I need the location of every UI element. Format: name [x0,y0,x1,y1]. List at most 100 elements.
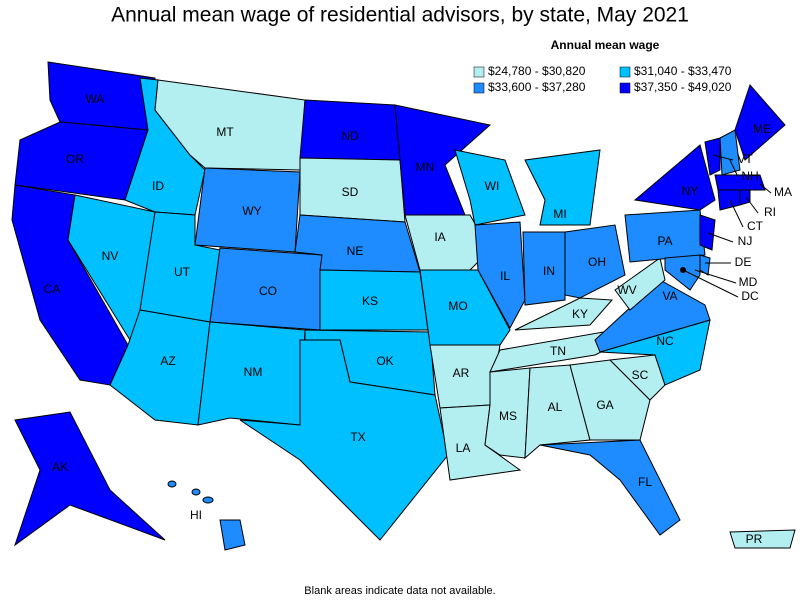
leader-line [745,196,759,214]
footnote: Blank areas indicate data not available. [304,585,495,597]
state-label: NJ [738,234,753,248]
state [219,519,246,551]
state-label: OR [66,152,84,166]
legend-swatch [473,82,485,94]
state-label: ID [152,179,164,193]
state-label: NV [102,249,119,263]
state [564,224,626,299]
state [717,189,741,211]
state-label: MD [739,275,758,289]
state-label: IN [543,264,555,278]
state-label: DE [735,255,752,269]
state-label: FL [638,475,652,489]
state-label: PA [657,234,672,248]
state-label: MT [216,125,234,139]
state-label: NE [347,244,364,258]
state [734,84,786,161]
state-label: CO [259,284,277,298]
state-label: NC [656,334,674,348]
state [454,149,526,226]
state-label: WA [86,92,105,106]
state [14,411,166,547]
state-label: AL [548,400,563,414]
state [633,144,716,211]
state-label: VA [662,289,677,303]
labels: WA OR CA NV ID MT WY UT AZ CO NM ND SD NE KS OK TX MN IA MO… [44,92,792,546]
state-label: MI [553,207,566,221]
state-label: SC [632,368,649,382]
leader-line [682,269,739,298]
state-label: KY [572,307,588,321]
leader-line [707,232,734,243]
state-label: WY [242,204,261,218]
state [239,339,449,541]
state-label: NY [682,184,699,198]
state [197,321,306,426]
state [14,121,149,201]
state [474,221,526,330]
state [699,214,716,251]
state-label: CA [44,282,61,296]
state [729,529,796,549]
state-label: MS [499,409,517,423]
state-label: LA [456,441,471,455]
state-label: TN [550,344,566,358]
state-label: MO [448,299,467,313]
state-label: WV [617,283,636,297]
leader-line [694,269,737,284]
leader-line [729,199,744,228]
state [514,297,614,331]
state-label: ND [341,129,359,143]
leader-line [729,159,739,178]
state [394,104,492,216]
state [522,231,566,306]
state-label: VT [737,152,753,166]
map-title: Annual mean wage of residential advisors… [111,4,689,27]
island [167,480,177,488]
state [719,129,741,176]
state-label: KS [362,294,378,308]
state [714,174,766,191]
state-label: IL [500,269,510,283]
island [202,496,214,504]
state-label: PR [746,532,763,546]
state-label: RI [764,205,776,219]
state [539,439,681,536]
state [614,257,666,311]
leader-line [712,154,734,161]
legend-label: $24,780 - $30,820 [488,64,586,78]
state-label: HI [190,508,202,522]
state-label: TX [350,430,365,444]
state [524,364,591,460]
state-label: CT [747,219,764,233]
state [439,404,522,481]
state-label: GA [596,398,613,412]
state [704,137,721,176]
state-label: AR [453,366,470,380]
state [624,209,706,263]
state-label: NH [741,169,758,183]
legend-label: $33,600 - $37,280 [488,80,586,94]
states [11,61,796,551]
state-label: AK [52,460,68,474]
state-label: WI [485,179,500,193]
state [419,269,511,346]
legend-swatch [473,66,485,78]
legend-label: $31,040 - $33,470 [634,64,732,78]
legend-title: Annual mean wage [551,38,660,52]
state-label: MN [416,160,435,174]
state-label: DC [741,289,759,303]
state-label: MA [774,185,792,199]
legend: $24,780 - $30,820 $31,040 - $33,470 $33,60… [473,64,732,94]
state [739,189,751,206]
state-label: OH [588,255,606,269]
state-label: ME [753,122,771,136]
state-label: AZ [160,354,175,368]
state-label: UT [174,265,191,279]
legend-swatch [619,82,631,94]
state-label: SD [342,185,359,199]
state-label: OK [376,354,393,368]
legend-label: $37,350 - $49,020 [634,80,732,94]
state-label: NM [244,365,263,379]
